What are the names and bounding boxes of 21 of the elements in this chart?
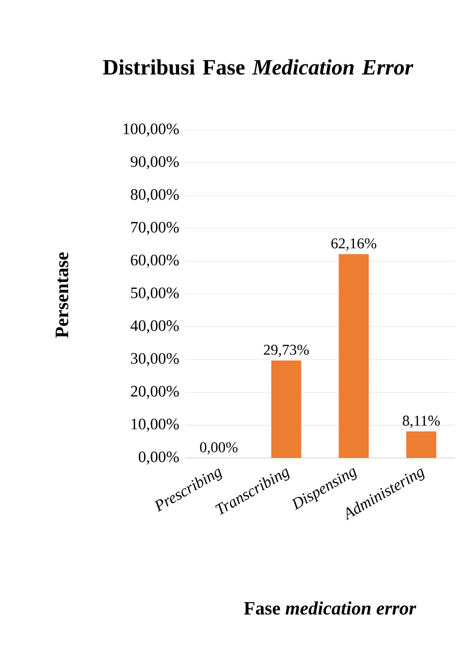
bar — [406, 431, 436, 458]
data-label: 29,73% — [264, 344, 309, 357]
y-tick-label: 90,00% — [130, 156, 179, 170]
chart-title: Distribusi Fase Medication Error — [103, 59, 414, 75]
y-tick-label: 40,00% — [130, 320, 179, 334]
y-tick-label: 70,00% — [131, 222, 179, 235]
y-tick-label: 20,00% — [130, 386, 179, 399]
y-tick-label: 0,00% — [138, 451, 179, 465]
data-label: 0,00% — [200, 442, 238, 454]
y-tick-label: 80,00% — [130, 189, 179, 202]
data-label: 8,11% — [402, 416, 440, 428]
bar — [271, 360, 302, 458]
y-axis-title: Persentase — [56, 252, 68, 338]
bar — [338, 254, 369, 458]
data-label: 62,16% — [331, 238, 376, 251]
y-tick-label: 60,00% — [130, 254, 179, 268]
x-axis-title: Fase medication error — [244, 601, 416, 615]
y-tick-label: 100,00% — [124, 123, 179, 137]
y-tick-label: 30,00% — [130, 353, 179, 366]
y-tick-label: 10,00% — [132, 418, 179, 432]
y-tick-label: 50,00% — [131, 287, 179, 301]
